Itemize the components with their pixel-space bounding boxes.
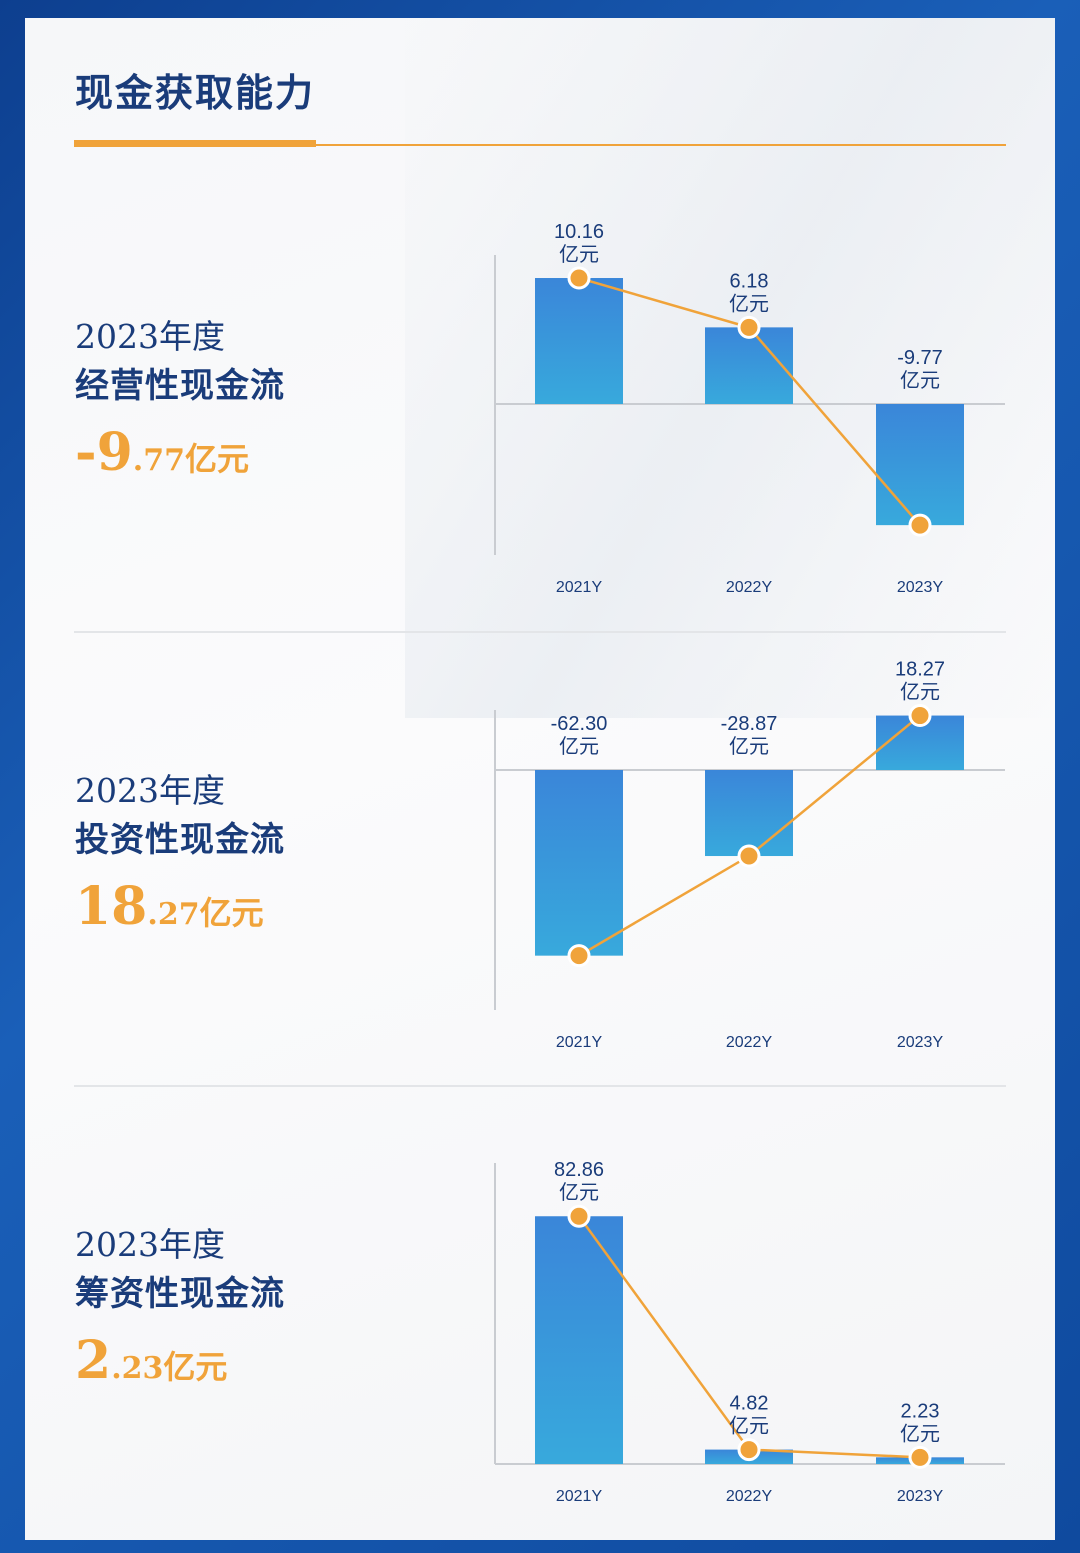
section-year: 2023年度	[75, 771, 225, 810]
x-tick-label: 2021Y	[556, 1034, 603, 1051]
value-unit: 亿元	[163, 1348, 228, 1386]
section-metric-name: 筹资性现金流	[75, 1274, 285, 1314]
data-label-value: 82.86	[554, 1159, 604, 1181]
data-point	[737, 844, 761, 868]
section-metric-name: 经营性现金流	[75, 366, 285, 406]
data-label-value: 2.23	[901, 1400, 940, 1422]
data-label-unit: 亿元	[559, 1181, 599, 1204]
x-tick-label: 2022Y	[726, 1488, 773, 1505]
section-year: 2023年度	[75, 1225, 225, 1264]
data-label-unit: 亿元	[900, 681, 940, 704]
value-unit: 亿元	[184, 440, 249, 478]
data-point	[908, 1445, 932, 1469]
value-unit: 亿元	[199, 894, 264, 932]
title-rule	[74, 144, 1006, 146]
bar	[535, 770, 623, 956]
data-label-unit: 亿元	[729, 735, 769, 758]
data-label-unit: 亿元	[900, 1422, 940, 1445]
data-label-unit: 亿元	[559, 243, 599, 266]
bar	[705, 770, 793, 857]
value-decimal: .27	[147, 897, 200, 932]
x-tick-label: 2021Y	[556, 1488, 603, 1505]
section-metric-value: 2.23亿元	[75, 1330, 227, 1391]
data-point	[567, 266, 591, 290]
data-label-value: 6.18	[730, 270, 769, 292]
data-point	[908, 513, 932, 537]
data-point	[737, 315, 761, 339]
value-integer: -9	[75, 422, 133, 483]
section-divider	[74, 631, 1006, 633]
data-point	[567, 944, 591, 968]
data-label-unit: 亿元	[900, 369, 940, 392]
data-label-unit: 亿元	[729, 1415, 769, 1438]
section-metric-value: -9.77亿元	[75, 422, 249, 483]
x-tick-label: 2023Y	[897, 579, 944, 596]
data-point	[567, 1204, 591, 1228]
x-tick-label: 2022Y	[726, 579, 773, 596]
section-year: 2023年度	[75, 317, 225, 356]
x-tick-label: 2022Y	[726, 1034, 773, 1051]
bar	[535, 278, 623, 404]
x-tick-label: 2023Y	[897, 1034, 944, 1051]
title-accent	[74, 140, 316, 147]
data-label-value: 10.16	[554, 221, 604, 243]
data-label-value: 4.82	[730, 1393, 769, 1415]
bar	[705, 327, 793, 404]
bar	[535, 1216, 623, 1464]
x-tick-label: 2023Y	[897, 1488, 944, 1505]
value-integer: 18	[75, 876, 148, 937]
data-label-value: -28.87	[721, 713, 778, 735]
bar	[876, 404, 964, 526]
value-integer: 2	[75, 1330, 112, 1391]
value-decimal: .77	[132, 443, 185, 478]
data-label-value: 18.27	[895, 659, 945, 681]
section-metric-value: 18.27亿元	[75, 876, 264, 937]
data-label-unit: 亿元	[729, 292, 769, 315]
data-label-value: -62.30	[551, 713, 608, 735]
x-tick-label: 2021Y	[556, 579, 603, 596]
data-label-value: -9.77	[897, 347, 943, 369]
page-title: 现金获取能力	[75, 71, 316, 115]
data-point	[737, 1438, 761, 1462]
value-decimal: .23	[111, 1351, 164, 1386]
section-divider	[74, 1085, 1006, 1087]
data-point	[908, 704, 932, 728]
section-metric-name: 投资性现金流	[75, 820, 285, 860]
data-label-unit: 亿元	[559, 735, 599, 758]
